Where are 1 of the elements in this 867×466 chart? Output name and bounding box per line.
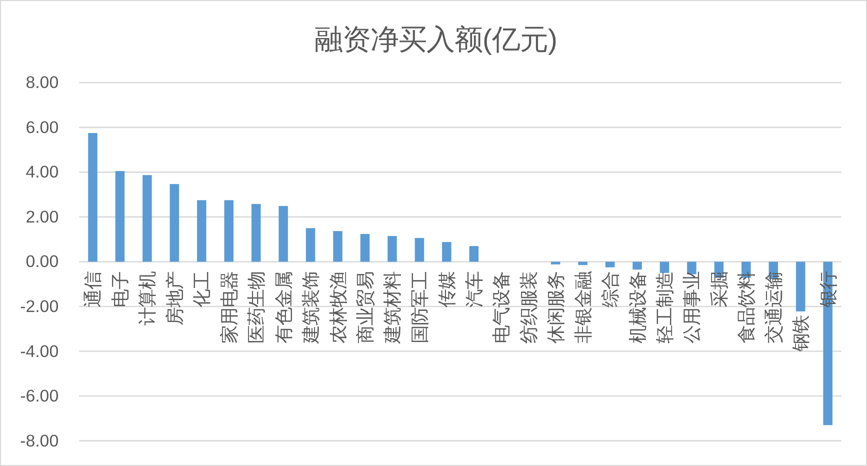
title: 融资净买入额(亿元): [314, 24, 558, 56]
